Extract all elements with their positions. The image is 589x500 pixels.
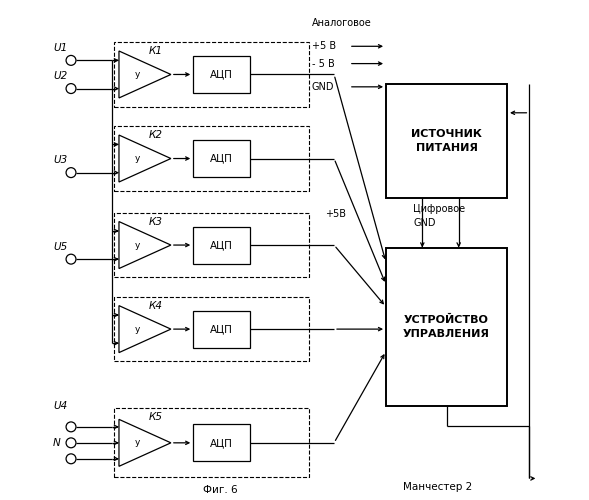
Text: U2: U2	[53, 71, 68, 81]
FancyBboxPatch shape	[193, 424, 250, 462]
Text: +5В: +5В	[325, 209, 346, 219]
FancyBboxPatch shape	[114, 126, 309, 190]
Text: АЦП: АЦП	[210, 70, 233, 80]
Text: Фиг. 6: Фиг. 6	[203, 485, 237, 495]
Text: К4: К4	[148, 301, 163, 311]
Text: Аналоговое: Аналоговое	[312, 18, 372, 28]
Text: К5: К5	[148, 412, 163, 422]
FancyBboxPatch shape	[114, 42, 309, 106]
FancyBboxPatch shape	[114, 408, 309, 478]
Text: U4: U4	[53, 401, 68, 411]
FancyBboxPatch shape	[386, 84, 507, 198]
Text: К3: К3	[148, 217, 163, 227]
Text: у: у	[134, 154, 140, 163]
Text: АЦП: АЦП	[210, 154, 233, 164]
Text: АЦП: АЦП	[210, 240, 233, 250]
FancyBboxPatch shape	[114, 297, 309, 361]
FancyBboxPatch shape	[193, 140, 250, 177]
Text: К2: К2	[148, 130, 163, 140]
Text: U3: U3	[53, 156, 68, 166]
FancyBboxPatch shape	[193, 310, 250, 348]
Text: у: у	[134, 240, 140, 250]
Text: U1: U1	[53, 43, 68, 53]
Text: +5 В: +5 В	[312, 42, 336, 51]
Text: АЦП: АЦП	[210, 324, 233, 334]
Text: GND: GND	[312, 82, 335, 92]
Text: К1: К1	[148, 46, 163, 56]
FancyBboxPatch shape	[114, 213, 309, 277]
Text: у: у	[134, 324, 140, 334]
Text: УСТРОЙСТВО
УПРАВЛЕНИЯ: УСТРОЙСТВО УПРАВЛЕНИЯ	[403, 314, 490, 338]
Text: Цифровое: Цифровое	[413, 204, 465, 214]
Text: у: у	[134, 70, 140, 79]
FancyBboxPatch shape	[193, 56, 250, 93]
Text: Манчестер 2: Манчестер 2	[403, 482, 472, 492]
Text: U5: U5	[53, 242, 68, 252]
Text: N: N	[53, 438, 61, 448]
Text: GND: GND	[413, 218, 436, 228]
FancyBboxPatch shape	[193, 226, 250, 264]
Text: - 5 В: - 5 В	[312, 58, 335, 68]
Text: АЦП: АЦП	[210, 438, 233, 448]
Text: ИСТОЧНИК
ПИТАНИЯ: ИСТОЧНИК ПИТАНИЯ	[411, 129, 482, 153]
Text: у: у	[134, 438, 140, 448]
FancyBboxPatch shape	[386, 248, 507, 406]
